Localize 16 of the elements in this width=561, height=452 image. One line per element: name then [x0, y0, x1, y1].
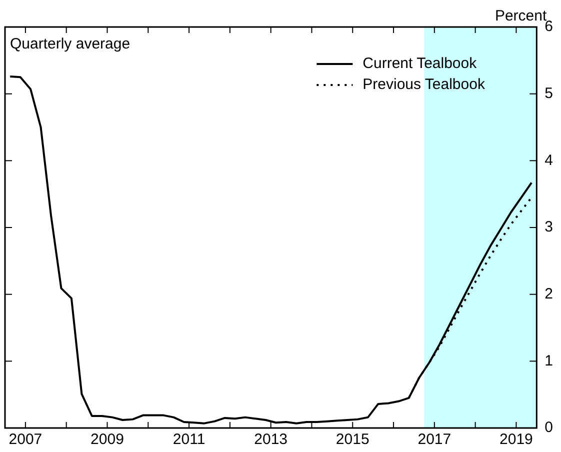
x-tick-label: 2009	[90, 431, 124, 448]
legend-label: Previous Tealbook	[362, 76, 486, 94]
y-tick-label: 2	[544, 285, 553, 302]
y-tick-label: 5	[544, 84, 553, 102]
legend-label: Current Tealbook	[362, 55, 478, 72]
text: Quarterly average	[10, 36, 130, 53]
x-tick-label: 2019	[500, 431, 533, 448]
x-tick-label: 2017	[418, 431, 452, 448]
x-tick-label: 2013	[254, 431, 288, 448]
x-tick-label: 2011	[172, 431, 206, 448]
x-tick-label: 2007	[8, 431, 42, 448]
y-tick-label: 0	[544, 419, 553, 436]
y-tick-label: 3	[544, 218, 553, 236]
x-tick-label: 2015	[336, 431, 370, 448]
y-tick-label: 1	[544, 352, 553, 370]
y-tick-label: 4	[544, 152, 553, 169]
